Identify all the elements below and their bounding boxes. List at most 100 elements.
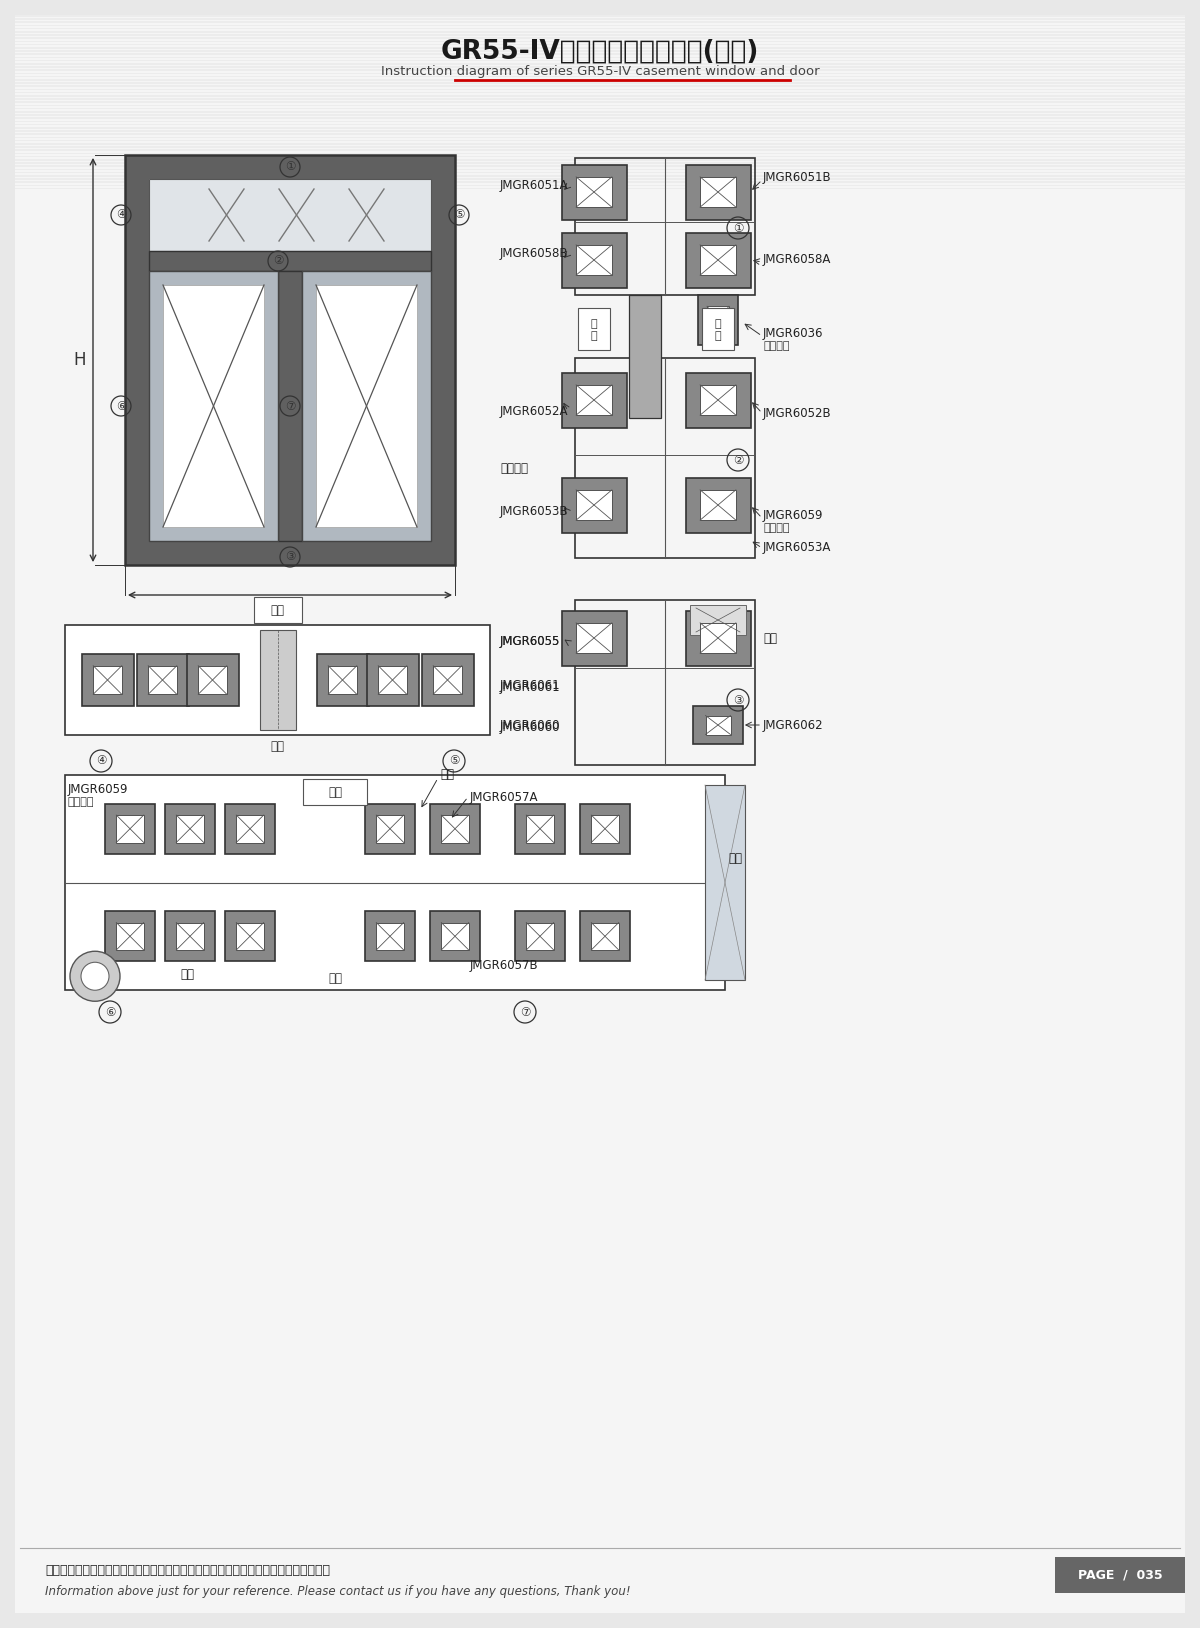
- Bar: [515, 912, 565, 961]
- Bar: [562, 233, 626, 288]
- Text: （角码）: （角码）: [763, 340, 790, 352]
- Bar: [562, 373, 626, 428]
- Text: Information above just for your reference. Please contact us if you have any que: Information above just for your referenc…: [46, 1586, 631, 1599]
- Text: Instruction diagram of series GR55-IV casement window and door: Instruction diagram of series GR55-IV ca…: [380, 65, 820, 78]
- Text: ③: ③: [733, 694, 743, 707]
- Text: JMGR6051A: JMGR6051A: [500, 179, 569, 192]
- Bar: [65, 625, 490, 734]
- Bar: [690, 606, 746, 635]
- Bar: [685, 373, 750, 428]
- Text: JMGR6057A: JMGR6057A: [470, 791, 539, 804]
- Text: 室外: 室外: [270, 741, 284, 754]
- Bar: [700, 490, 736, 519]
- Bar: [700, 384, 736, 415]
- Text: ⑦: ⑦: [520, 1006, 530, 1019]
- Bar: [700, 624, 736, 653]
- Bar: [149, 666, 176, 694]
- Text: JMGR6055: JMGR6055: [500, 635, 560, 648]
- Text: JMGR6057B: JMGR6057B: [470, 959, 539, 972]
- Bar: [149, 179, 431, 540]
- Text: ④: ④: [115, 208, 126, 221]
- Text: GR55-IV系列平开门窗结构图(外开): GR55-IV系列平开门窗结构图(外开): [440, 39, 760, 65]
- Bar: [580, 804, 630, 853]
- Bar: [149, 251, 431, 270]
- Text: ⑤: ⑤: [454, 208, 464, 221]
- Bar: [106, 912, 155, 961]
- Text: 合页: 合页: [180, 969, 194, 982]
- Bar: [442, 816, 469, 843]
- Text: 防水胶条: 防水胶条: [500, 461, 528, 474]
- Text: ②: ②: [272, 254, 283, 267]
- Bar: [186, 654, 239, 707]
- Bar: [176, 816, 204, 843]
- Text: 垫片: 垫片: [763, 632, 778, 645]
- Bar: [629, 295, 660, 418]
- Text: 玻璃: 玻璃: [728, 851, 742, 864]
- Text: ④: ④: [96, 754, 107, 767]
- Bar: [685, 477, 750, 532]
- Bar: [377, 816, 403, 843]
- Bar: [166, 804, 215, 853]
- Text: JMGR6059: JMGR6059: [763, 510, 823, 523]
- Text: JMGR6036: JMGR6036: [763, 327, 823, 340]
- Bar: [576, 490, 612, 519]
- Bar: [707, 306, 730, 334]
- Text: 室外: 室外: [328, 972, 342, 985]
- Text: JMGR6053B: JMGR6053B: [500, 506, 569, 518]
- Bar: [576, 177, 612, 207]
- Bar: [562, 164, 626, 220]
- Bar: [137, 654, 188, 707]
- Bar: [515, 804, 565, 853]
- Text: ⑥: ⑥: [104, 1006, 115, 1019]
- Text: ⑥: ⑥: [115, 399, 126, 412]
- Circle shape: [70, 951, 120, 1001]
- Bar: [149, 179, 431, 251]
- Bar: [149, 270, 278, 540]
- Text: JMGR6061: JMGR6061: [500, 682, 560, 695]
- Bar: [694, 707, 743, 744]
- FancyBboxPatch shape: [253, 597, 301, 624]
- Bar: [365, 804, 415, 853]
- Bar: [562, 477, 626, 532]
- Circle shape: [82, 962, 109, 990]
- Bar: [377, 923, 403, 951]
- Bar: [226, 804, 275, 853]
- Text: JMGR6052A: JMGR6052A: [500, 404, 569, 417]
- Bar: [316, 285, 418, 527]
- Text: H: H: [73, 352, 86, 370]
- Text: ②: ②: [733, 454, 743, 467]
- Bar: [592, 816, 619, 843]
- Text: 室
内: 室 内: [590, 319, 598, 340]
- Bar: [259, 630, 295, 729]
- Bar: [365, 912, 415, 961]
- Bar: [685, 164, 750, 220]
- Text: ⑦: ⑦: [284, 399, 295, 412]
- Bar: [166, 912, 215, 961]
- Bar: [176, 923, 204, 951]
- Bar: [706, 715, 731, 734]
- Text: JMGR6059: JMGR6059: [68, 783, 128, 796]
- Bar: [698, 295, 738, 345]
- Text: ①: ①: [733, 221, 743, 234]
- Text: 室内: 室内: [270, 604, 284, 617]
- Text: JMGR6055: JMGR6055: [500, 635, 560, 648]
- Bar: [527, 816, 553, 843]
- Text: ⑤: ⑤: [449, 754, 460, 767]
- Bar: [527, 923, 553, 951]
- Bar: [576, 244, 612, 275]
- Bar: [198, 666, 227, 694]
- Bar: [329, 666, 356, 694]
- Text: JMGR6058A: JMGR6058A: [763, 254, 832, 267]
- Bar: [366, 654, 419, 707]
- Text: JMGR6058B: JMGR6058B: [500, 247, 569, 260]
- Bar: [700, 177, 736, 207]
- Text: JMGR6060: JMGR6060: [500, 721, 560, 734]
- Text: （角码）: （角码）: [68, 798, 95, 807]
- Text: 室
外: 室 外: [715, 319, 721, 340]
- Bar: [116, 816, 144, 843]
- Bar: [430, 912, 480, 961]
- Bar: [685, 610, 750, 666]
- Bar: [302, 270, 431, 540]
- Text: （角码）: （角码）: [763, 523, 790, 532]
- FancyBboxPatch shape: [302, 780, 367, 804]
